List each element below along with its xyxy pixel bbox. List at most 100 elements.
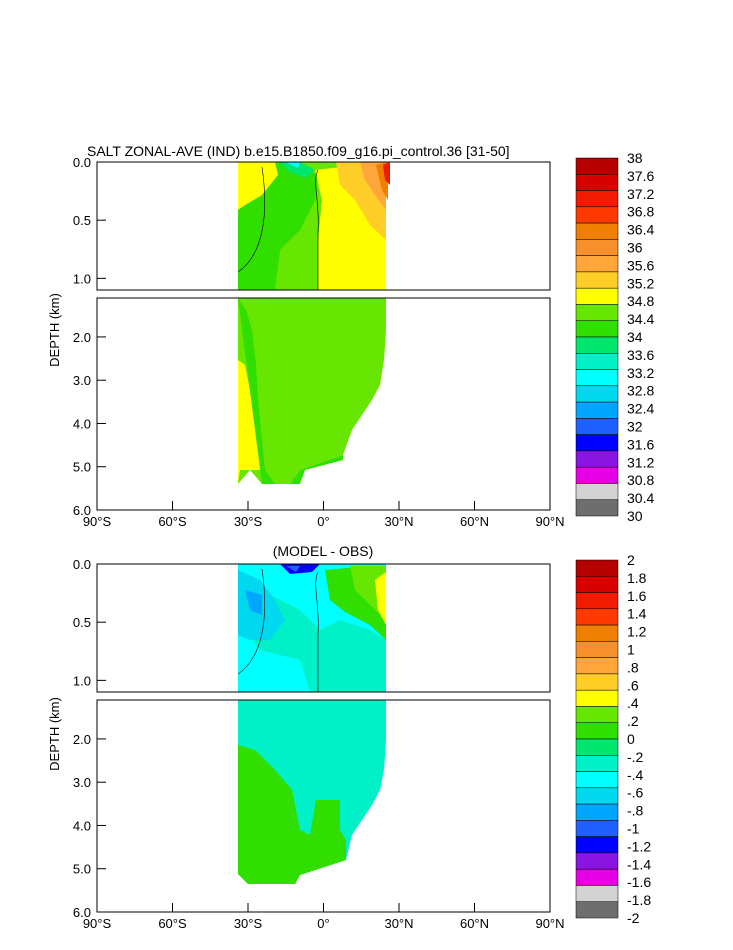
salt-upper-frame (96, 161, 551, 291)
diff-colorbar-swatch (575, 820, 619, 837)
diff-colorbar-swatch (575, 836, 619, 854)
diff-colorbar-swatch (575, 592, 619, 610)
salt-colorbar-swatch (575, 157, 619, 175)
diff-colorbar: 21.81.61.41.21.8.6.4.20-.2-.4-.6-.8-1-1.… (575, 552, 651, 926)
diff-colorbar-swatch (575, 706, 619, 723)
salt-upper-low (278, 162, 315, 178)
salt-contour-line (237, 166, 265, 273)
salt-colorbar-label: 34 (627, 329, 643, 345)
diff-colorbar-swatch (575, 657, 619, 675)
salt-lower-field (238, 298, 386, 484)
diff-colorbar-label: 0 (627, 731, 635, 747)
diff-colorbar-swatch (575, 852, 619, 870)
diff-ytick-label: 0.0 (73, 557, 91, 572)
salt-colorbar-swatch (575, 320, 619, 338)
diff-xtick-label: 30°N (384, 916, 413, 931)
salt-ytick-label: 4.0 (73, 416, 91, 431)
diff-colorbar-swatch (575, 901, 619, 919)
salt-colorbar-label: 36.4 (627, 222, 654, 238)
diff-colorbar-swatch (575, 803, 619, 821)
salt-colorbar-label: 35.6 (627, 257, 654, 273)
salt-lower-base (238, 298, 386, 484)
diff-xtick-label: 60°S (158, 916, 187, 931)
diff-colorbar-swatch (575, 673, 619, 691)
diff-colorbar-swatch (575, 608, 619, 626)
diff-colorbar-swatch (575, 787, 619, 805)
diff-colorbar-swatch (575, 738, 619, 756)
salt-colorbar-swatch (575, 222, 619, 240)
diff-colorbar-label: .2 (627, 713, 639, 729)
salt-upper-low2 (285, 162, 300, 168)
diff-ytick-label: 0.5 (73, 615, 91, 630)
diff-ytick-label: 5.0 (73, 862, 91, 877)
salt-colorbar-label: 36.8 (627, 204, 654, 220)
salt-colorbar-label: 35.2 (627, 275, 654, 291)
diff-colorbar-swatch (575, 885, 619, 902)
diff-lower-green (238, 745, 346, 884)
salt-colorbar-label: 32.8 (627, 383, 654, 399)
salt-colorbar-label: 37.6 (627, 168, 654, 184)
salt-ytick-label: 3.0 (73, 373, 91, 388)
salt-lower-yellow (238, 360, 262, 484)
diff-ytick-label: 1.0 (73, 673, 91, 688)
diff-colorbar-label: 2 (627, 552, 635, 568)
diff-colorbar-label: -.6 (627, 785, 644, 801)
diff-colorbar-label: .6 (627, 677, 639, 693)
salt-colorbar-label: 33.2 (627, 365, 654, 381)
salt-xtick-label: 90°S (83, 514, 112, 529)
diff-ylabel: DEPTH (km) (47, 697, 62, 771)
salt-colorbar-label: 30.4 (627, 490, 654, 506)
salt-colorbar-swatch (575, 369, 619, 387)
salt-colorbar-label: 30 (627, 508, 643, 524)
diff-colorbar-swatch (575, 689, 619, 707)
salt-plot-title: SALT ZONAL-AVE (IND) b.e15.B1850.f09_g16… (87, 143, 510, 159)
salt-colorbar-label: 37.2 (627, 186, 654, 202)
salt-ytick-label: 6.0 (73, 503, 91, 518)
diff-xtick-label: 90°N (535, 916, 564, 931)
diff-colorbar-swatch (575, 559, 619, 577)
salt-colorbar-swatch (575, 385, 619, 403)
diff-colorbar-swatch (575, 722, 619, 740)
diff-ytick-label: 3.0 (73, 775, 91, 790)
diff-upper-blue (245, 590, 262, 615)
salt-xtick-label: 30°N (384, 514, 413, 529)
salt-colorbar-swatch (575, 483, 619, 500)
salt-colorbar-swatch (575, 174, 619, 191)
salt-colorbar-label: 33.6 (627, 347, 654, 363)
diff-colorbar-swatch (575, 576, 619, 593)
diff-colorbar-swatch (575, 868, 619, 886)
salt-colorbar-label: 31.2 (627, 454, 654, 470)
diff-colorbar-label: -1 (627, 821, 640, 837)
salt-ytick-label: 5.0 (73, 460, 91, 475)
salt-upper-field (238, 162, 390, 290)
salt-xtick-label: 0° (317, 514, 329, 529)
diff-xtick-label: 60°N (460, 916, 489, 931)
diff-lower-field (238, 700, 386, 884)
salt-colorbar-swatch (575, 206, 619, 224)
salt-ytick-label: 1.0 (73, 271, 91, 286)
salt-xtick-label: 90°N (535, 514, 564, 529)
diff-xtick-label: 30°S (234, 916, 263, 931)
salt-colorbar-label: 32 (627, 419, 643, 435)
salt-colorbar-label: 34.4 (627, 311, 654, 327)
salt-colorbar-label: 31.6 (627, 436, 654, 452)
salt-plot: SALT ZONAL-AVE (IND) b.e15.B1850.f09_g16… (47, 143, 654, 529)
salt-xtick-label: 60°N (460, 514, 489, 529)
salt-upper-red (383, 162, 390, 185)
diff-ytick-label: 6.0 (73, 905, 91, 920)
salt-upper-yellow-left (238, 162, 278, 210)
diff-colorbar-swatch (575, 771, 619, 789)
diff-colorbar-label: 1.4 (627, 606, 647, 622)
salt-colorbar-swatch (575, 271, 619, 289)
diff-plot: (MODEL - OBS) DEPTH (km) 90°S 60°S 30°S 0° 3… (47, 543, 651, 931)
diff-contour-line (237, 568, 265, 675)
salt-colorbar-label: 30.8 (627, 472, 654, 488)
salt-colorbar-swatch (575, 499, 619, 517)
salt-colorbar-swatch (575, 190, 619, 208)
diff-colorbar-label: .8 (627, 659, 639, 675)
salt-colorbar-swatch (575, 239, 619, 256)
diff-colorbar-swatch (575, 624, 619, 642)
diff-colorbar-label: -.2 (627, 749, 644, 765)
diff-ytick-label: 2.0 (73, 732, 91, 747)
salt-colorbar-label: 36 (627, 240, 643, 256)
